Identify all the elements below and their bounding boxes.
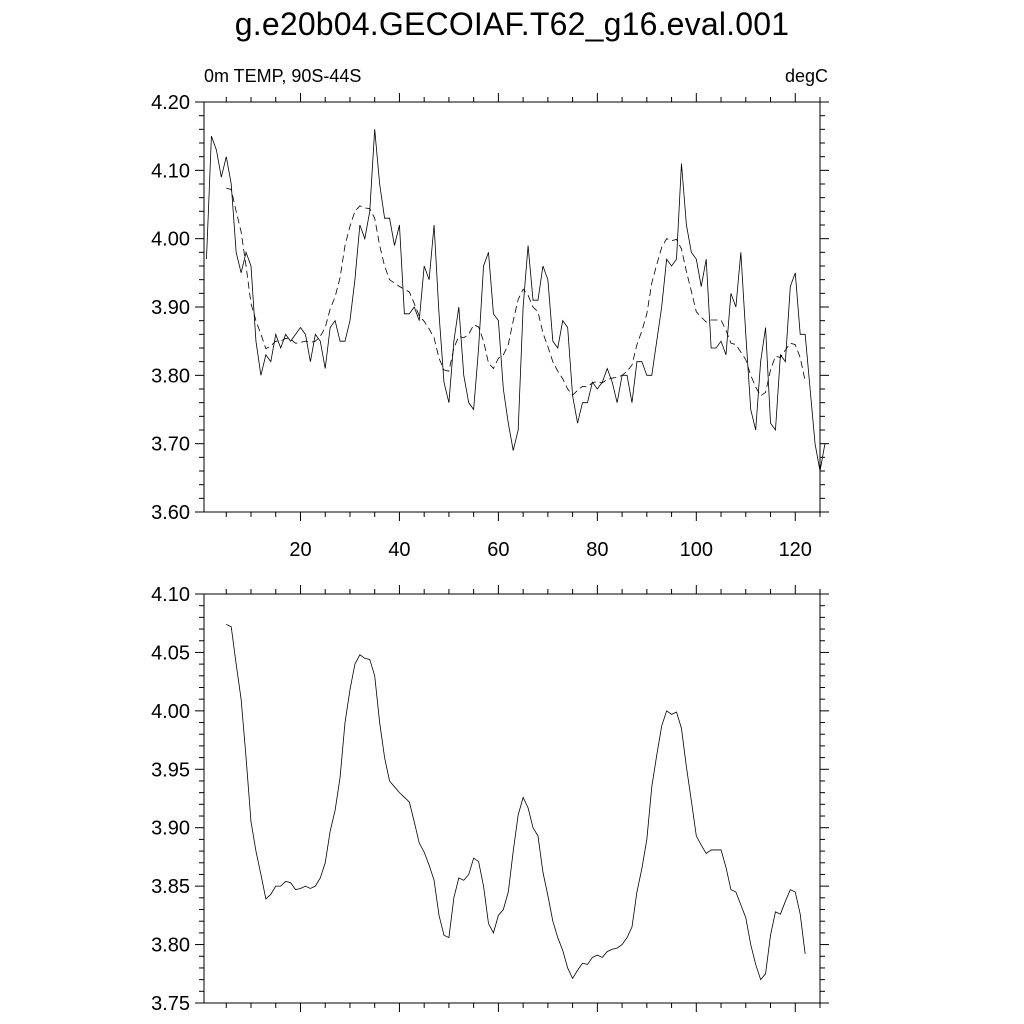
units-label: degC <box>784 66 828 86</box>
x-tick-label: 80 <box>586 539 608 561</box>
y-tick-label: 3.95 <box>151 759 190 781</box>
y-tick-label: 3.75 <box>151 993 190 1015</box>
top-panel: 3.60 3.70 3.80 3.90 4.00 4.10 4.20 20 40 60 80 100 1… <box>151 92 829 561</box>
variable-label: 0m TEMP, 90S-44S <box>204 66 362 86</box>
x-tick-label: 100 <box>680 539 713 561</box>
y-tick-label: 3.80 <box>151 935 190 957</box>
y-tick-label: 3.60 <box>151 502 190 524</box>
series-line <box>206 129 826 472</box>
plot-frame <box>203 593 821 1004</box>
y-tick-label: 3.80 <box>151 365 190 387</box>
x-tick-label: 60 <box>487 539 509 561</box>
y-tick-label: 3.90 <box>151 297 190 319</box>
y-tick-label: 3.70 <box>151 434 190 456</box>
bottom-panel: 3.75 3.80 3.85 3.90 3.95 4.00 4.05 4.10 <box>151 584 829 1015</box>
y-tick-label: 4.10 <box>151 584 190 606</box>
x-tick-label: 20 <box>289 539 311 561</box>
y-tick-label: 3.85 <box>151 876 190 898</box>
y-tick-label: 4.10 <box>151 160 190 182</box>
y-tick-label: 4.05 <box>151 642 190 664</box>
running-mean-line <box>226 187 806 397</box>
chart-title: g.e20b04.GECOIAF.T62_g16.eval.001 <box>234 6 790 42</box>
x-tick-label: 40 <box>388 539 410 561</box>
y-tick-label: 4.20 <box>151 92 190 114</box>
x-tick-label: 120 <box>779 539 812 561</box>
y-tick-label: 4.00 <box>151 701 190 723</box>
y-tick-label: 3.90 <box>151 818 190 840</box>
series-line <box>226 624 806 981</box>
plot-frame <box>203 101 821 513</box>
y-tick-label: 4.00 <box>151 229 190 251</box>
